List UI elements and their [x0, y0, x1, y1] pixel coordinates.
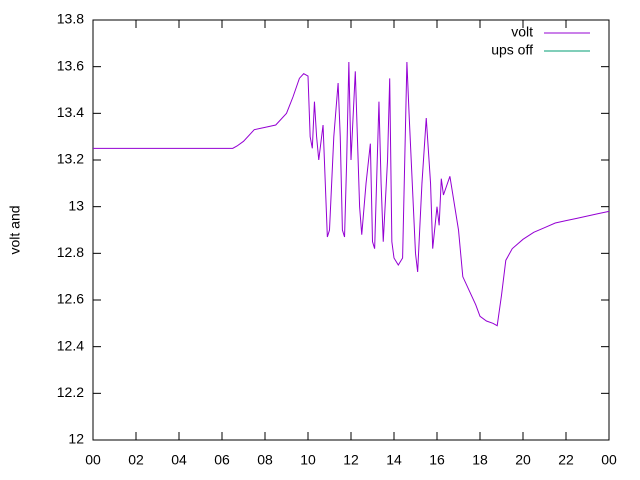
y-tick-label: 13 — [68, 197, 84, 213]
x-tick-label: 06 — [214, 452, 230, 468]
x-tick-label: 10 — [300, 452, 316, 468]
x-tick-label: 02 — [128, 452, 144, 468]
plot-border — [92, 19, 610, 441]
x-tick-label: 22 — [558, 452, 574, 468]
y-tick-label: 12.2 — [57, 384, 84, 400]
x-tick-label: 00 — [601, 452, 617, 468]
legend-label: ups off — [491, 42, 533, 58]
y-tick-label: 13.8 — [57, 11, 84, 27]
x-tick-label: 20 — [515, 452, 531, 468]
x-tick-label: 16 — [429, 452, 445, 468]
y-tick-label: 12 — [68, 431, 84, 447]
x-tick-label: 18 — [472, 452, 488, 468]
x-tick-label: 14 — [386, 452, 402, 468]
y-tick-label: 13.4 — [57, 104, 84, 120]
y-tick-label: 12.8 — [57, 244, 84, 260]
y-tick-label: 12.4 — [57, 337, 84, 353]
legend-label: volt — [511, 24, 533, 40]
x-tick-label: 12 — [343, 452, 359, 468]
y-tick-label: 12.6 — [57, 291, 84, 307]
x-tick-label: 04 — [171, 452, 187, 468]
y-axis-label: volt and — [7, 205, 23, 254]
series-line — [93, 61, 610, 327]
x-tick-label: 08 — [257, 452, 273, 468]
y-tick-label: 13.6 — [57, 57, 84, 73]
y-tick-label: 13.2 — [57, 151, 84, 167]
x-tick-label: 00 — [85, 452, 101, 468]
